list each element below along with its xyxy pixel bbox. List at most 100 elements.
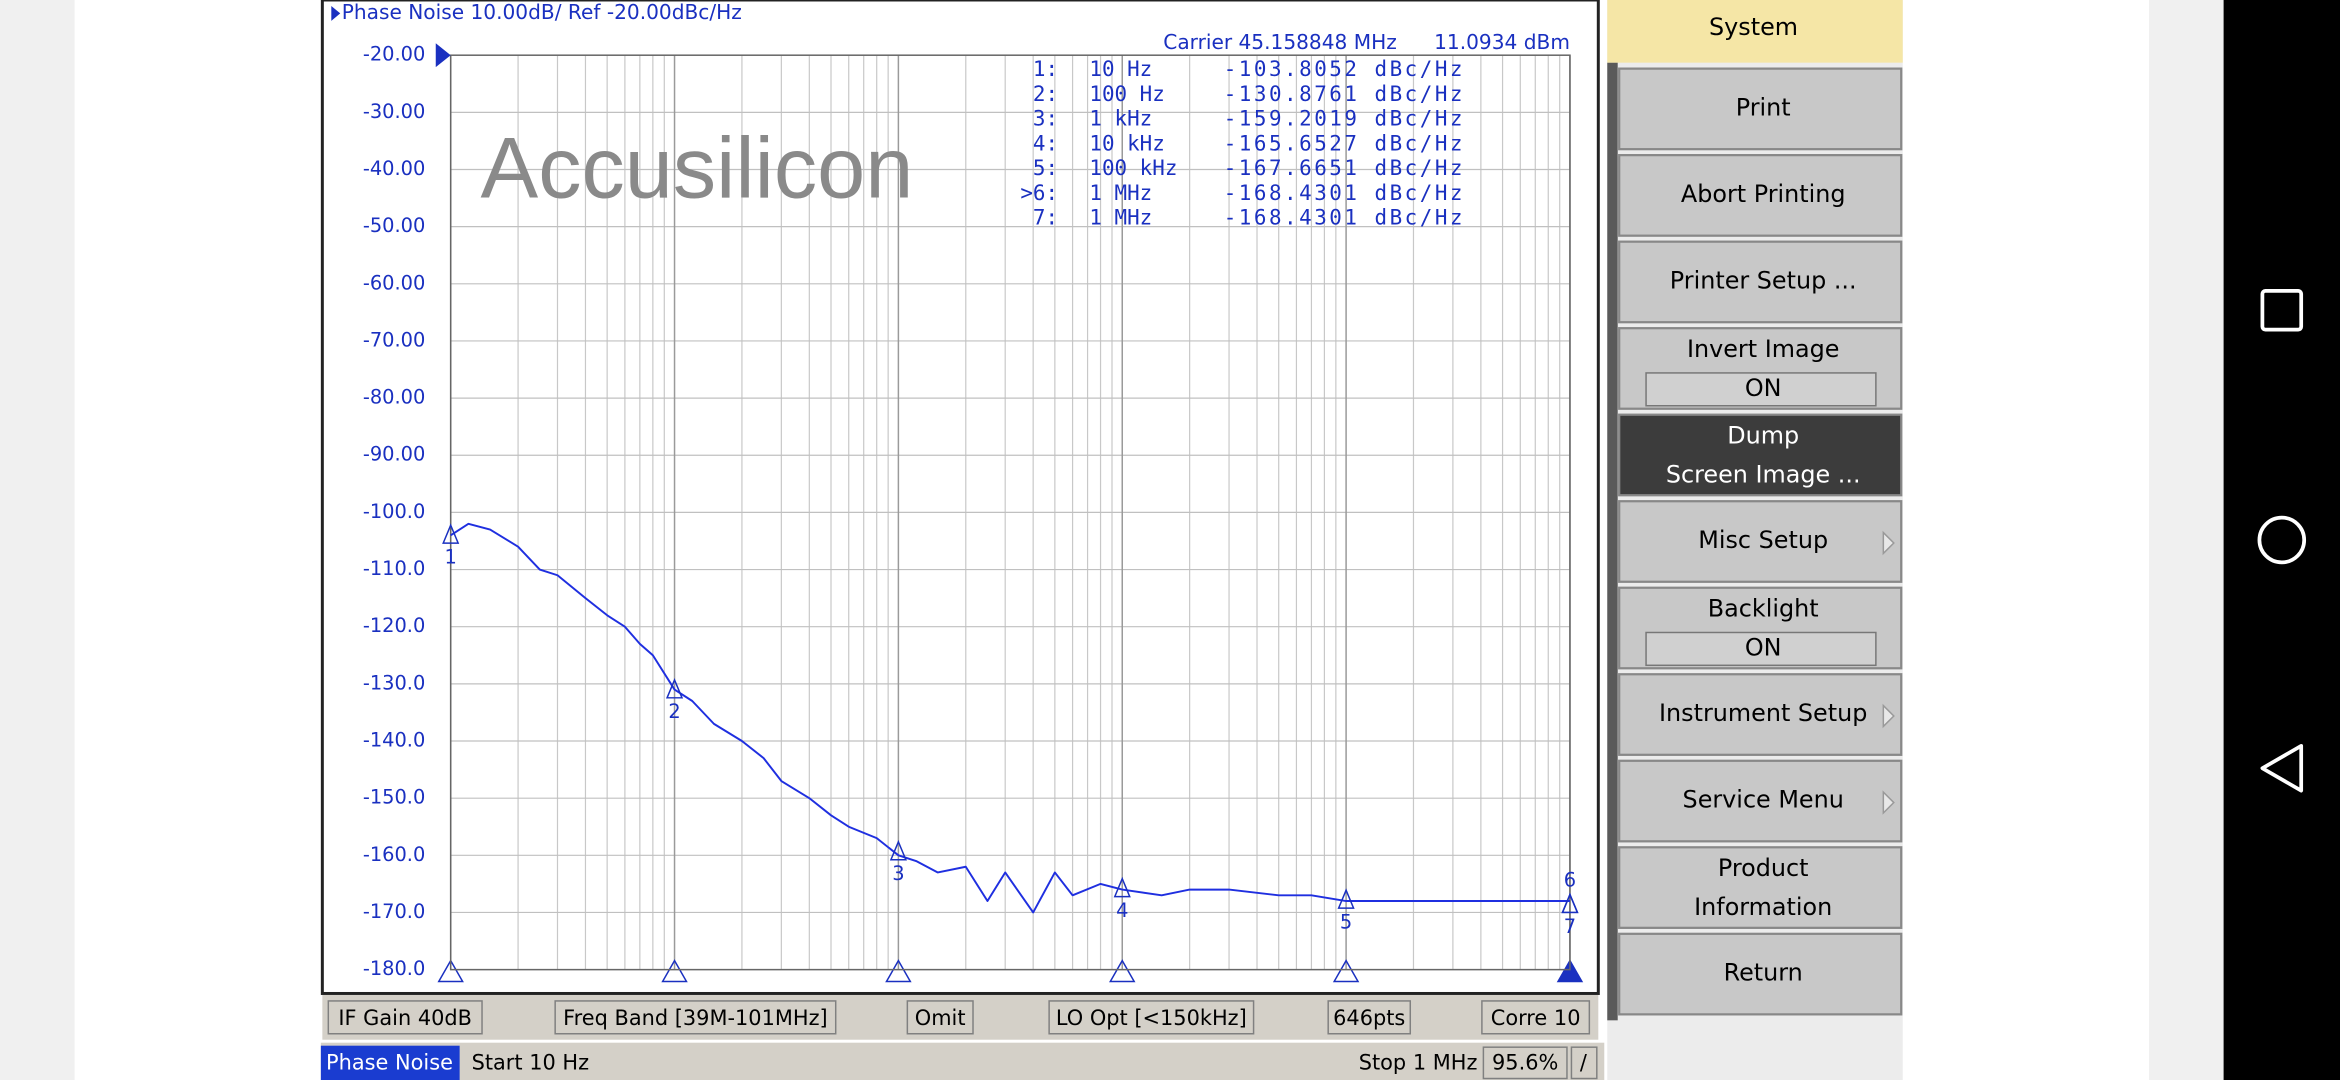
marker-id: 6 (1564, 869, 1576, 892)
submenu-arrow (1882, 790, 1895, 815)
y-tick-label: -90.00 (363, 443, 425, 466)
marker-table-frequency: 1 MHz (1089, 206, 1152, 230)
softkey-menu: System Print Abort Printing Printer Setup .… (1607, 0, 1903, 1080)
status-field-label: Freq Band [39M-101MHz] (563, 1006, 828, 1030)
menu-button-label: Printer Setup ... (1670, 266, 1857, 294)
marker-table-frequency: 1 kHz (1089, 107, 1152, 131)
y-tick-label: -150.0 (363, 786, 425, 809)
menu-button[interactable] (1618, 759, 1903, 843)
menu-button-label: Print (1736, 93, 1791, 121)
ref-arrow (435, 43, 451, 68)
status-field[interactable] (1048, 1000, 1255, 1035)
menu-edge (1607, 62, 1618, 1021)
back-button[interactable] (2260, 743, 2304, 793)
y-tick-label: -100.0 (363, 500, 425, 523)
right-margin (2148, 0, 2224, 1080)
menu-button-label: Information (1694, 893, 1832, 921)
plot-border (449, 54, 1571, 971)
status-field[interactable] (1327, 1000, 1412, 1035)
status-field[interactable] (554, 1000, 837, 1035)
submenu-arrow (1882, 703, 1895, 729)
menu-button[interactable] (1618, 500, 1903, 583)
marker-id: 3 (892, 862, 904, 885)
y-tick-label: -50.00 (363, 214, 425, 237)
marker-table-index: 2: (1033, 82, 1058, 106)
marker-table-index: 4: (1033, 131, 1058, 155)
y-tick-label: -70.00 (363, 328, 425, 351)
y-tick-label: -80.00 (363, 386, 425, 409)
footer-flag: / (1580, 1051, 1588, 1075)
menu-button[interactable] (1618, 846, 1903, 929)
status-field[interactable] (1481, 1000, 1591, 1035)
instrument-screen (320, 0, 1605, 1080)
status-field[interactable] (906, 1000, 974, 1035)
menu-button-label: Abort Printing (1681, 180, 1846, 208)
chart-title: Phase Noise 10.00dB/ Ref -20.00dBc/Hz (342, 0, 742, 24)
menu-button-label: Dump (1727, 422, 1799, 450)
menu-title: System (1709, 13, 1798, 41)
status-field[interactable] (327, 1000, 483, 1035)
x-tick-mark (661, 959, 688, 983)
y-tick-label: -180.0 (363, 957, 425, 980)
carrier-frequency: Carrier 45.158848 MHz (1163, 30, 1397, 54)
footer-percent-box (1482, 1046, 1568, 1080)
y-tick-label: -160.0 (363, 843, 425, 866)
footer-bg (320, 1042, 1605, 1080)
y-tick-label: -20.00 (363, 43, 425, 66)
marker-id: 2 (668, 700, 680, 723)
menu-button-value-box (1645, 631, 1877, 667)
y-tick-label: -140.0 (363, 729, 425, 752)
y-tick-label: -120.0 (363, 614, 425, 637)
footer-mode: Phase Noise (326, 1051, 453, 1075)
marker-id: 1 (445, 546, 457, 569)
y-tick-label: -130.0 (363, 671, 425, 694)
menu-button[interactable] (1618, 673, 1903, 756)
menu-button-label: Misc Setup (1698, 526, 1828, 554)
footer-percent: 95.6% (1492, 1051, 1558, 1075)
recent-apps-button[interactable] (2260, 289, 2304, 332)
trace (450, 522, 1570, 914)
home-button[interactable] (2257, 515, 2307, 565)
marker-table-index: 5: (1033, 156, 1058, 180)
footer-mode-bg (320, 1045, 460, 1080)
marker-id: 5 (1340, 910, 1352, 933)
menu-button-label: Backlight (1708, 595, 1819, 623)
marker-symbol (1337, 888, 1355, 909)
marker-symbol (889, 839, 907, 861)
menu-button-label: Instrument Setup (1659, 699, 1867, 727)
menu-button[interactable] (1618, 932, 1903, 1016)
footer-start: Start 10 Hz (472, 1051, 590, 1075)
menu-title-bg (1607, 0, 1903, 63)
x-tick-mark (437, 959, 464, 983)
marker-table-frequency: 100 Hz (1089, 82, 1164, 106)
marker-symbol (1561, 892, 1579, 914)
footer-stop: Stop 1 MHz (1359, 1051, 1478, 1075)
menu-button[interactable] (1618, 413, 1903, 497)
menu-button[interactable] (1618, 154, 1903, 237)
x-tick-mark (885, 959, 912, 983)
status-field-label: 646pts (1333, 1006, 1405, 1030)
marker-symbol (442, 523, 460, 544)
marker-symbol (1113, 876, 1131, 898)
marker-table-index: >6: (1020, 181, 1058, 205)
x-tick-mark (1556, 959, 1584, 983)
status-bar: IF Gain 40dB Freq Band [39M-101MHz] Omit LO… (320, 994, 1605, 1080)
y-tick-label: -40.00 (363, 157, 425, 180)
menu-button[interactable] (1618, 67, 1903, 151)
menu-button-value: ON (1745, 374, 1782, 402)
status-field-label: Corre 10 (1491, 1006, 1581, 1030)
menu-button[interactable] (1618, 240, 1903, 324)
menu-button-label: Product (1718, 854, 1809, 882)
menu-button-value-box (1645, 372, 1877, 407)
chart-frame (320, 0, 1600, 995)
x-tick-mark (1332, 959, 1360, 983)
marker-table-frequency: 10 Hz (1089, 57, 1152, 81)
submenu-arrow (1882, 530, 1895, 556)
marker-id: 4 (1116, 899, 1128, 922)
x-tick-mark (1109, 959, 1136, 983)
y-tick-label: -110.0 (363, 557, 425, 580)
marker-table-frequency: 1 MHz (1089, 181, 1152, 205)
y-tick-label: -30.00 (363, 100, 425, 123)
